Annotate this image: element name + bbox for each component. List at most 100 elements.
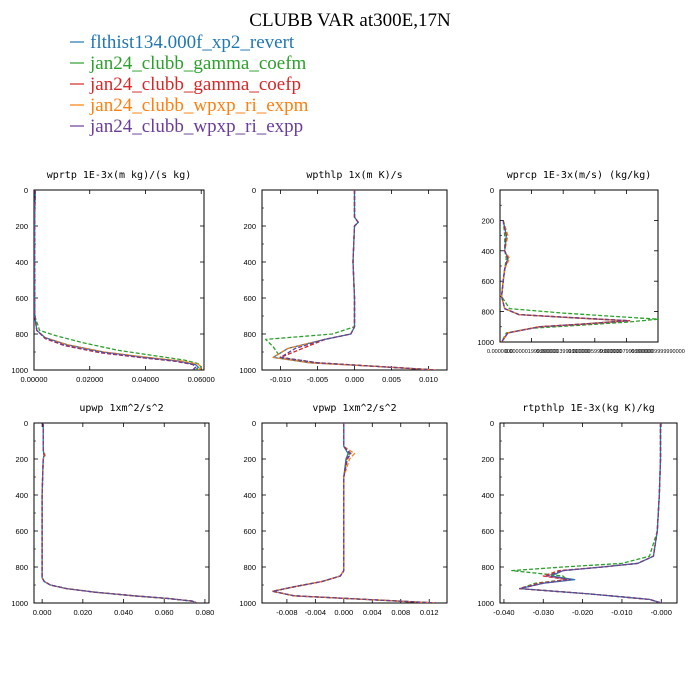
x-tick-label: 0.008 [391,608,410,617]
plot-frame [499,189,659,343]
plot-frame [499,422,678,604]
series-line [500,220,629,342]
y-tick-label: 400 [481,491,494,500]
figure-title: CLUBB VAR at300E,17N [249,10,451,31]
series-group [265,190,436,370]
series-line [279,190,436,370]
x-tick-label: -0.040 [493,608,514,617]
subplot-title: vpwp 1xm^2/s^2 [312,403,396,414]
series-group [272,423,437,603]
y-tick-label: 0 [490,419,494,428]
x-tick-label: 0.04000 [132,375,159,384]
series-line [41,423,198,603]
y-tick-label: 1000 [477,599,494,608]
series-line [265,190,436,370]
y-tick-label: 0 [490,186,494,195]
series-line [41,423,198,603]
series-line [41,423,198,603]
subplot-0: wprtp 1E-3x(m kg)/(s kg) 0 200 400 600 800 100… [11,170,214,384]
y-tick-label: 0 [24,419,28,428]
y-tick-label: 200 [243,222,256,231]
y-tick-label: 400 [15,258,28,267]
series-group [500,220,658,342]
y-tick-label: 0 [252,419,256,428]
plot-frame [33,189,205,371]
series-line [272,423,437,603]
y-tick-label: 200 [481,216,494,225]
y-tick-label: 600 [15,294,28,303]
subplot-title: upwp 1xm^2/s^2 [79,403,163,414]
y-tick-label: 800 [243,330,256,339]
x-tick-label: 0.000 [33,608,52,617]
x-tick-label: 0.0000009999990000 [631,349,685,355]
x-tick-label: 0.0000003999990000 [536,349,590,355]
x-tick-label: -0.004 [305,608,326,617]
x-tick-label: 0.00000 [20,375,47,384]
series-line [511,423,662,603]
x-tick-label: -0.000 [651,608,672,617]
y-tick-label: 400 [243,258,256,267]
y-tick-label: 600 [481,277,494,286]
series-line [519,423,662,603]
y-tick-label: 800 [15,330,28,339]
series-group [511,423,662,603]
x-tick-label: 0.020 [73,608,92,617]
subplot-5: rtpthlp 1E-3x(kg K)/kg02004006008001000-… [477,403,678,617]
y-tick-label: 1000 [477,338,494,347]
series-line [519,423,662,603]
series-group [41,423,198,603]
x-tick-label: 0.0000000 [487,349,513,355]
subplot-title: rtpthlp 1E-3x(kg K)/kg [522,403,654,414]
series-line [34,190,202,370]
series-line [272,423,437,603]
y-tick-label: 800 [481,563,494,572]
series-line [34,190,200,370]
series-line [272,190,436,370]
series-line [272,423,437,603]
y-tick-label: 0 [252,186,256,195]
subplot-3: upwp 1xm^2/s^2 0 200 400 600 800 1000 0.000 0.02… [11,403,214,617]
subplot-title: wpthlp 1x(m K)/s [306,170,402,181]
y-tick-label: 800 [481,308,494,317]
x-tick-label: 0.004 [363,608,382,617]
legend-label: jan24_clubb_gamma_coefp [89,74,301,95]
series-line [272,423,437,603]
y-tick-label: 0 [24,186,28,195]
x-tick-label: 0.005 [382,375,401,384]
x-tick-label: -0.010 [270,375,291,384]
y-tick-label: 600 [15,527,28,536]
x-tick-label: 0.0000001999990000 [505,349,559,355]
series-line [41,423,198,603]
subplot-4: vpwp 1xm^2/s^2 0 200 400 600 800 1000 -0.008 -0.… [239,403,448,617]
x-tick-label: 0.02000 [76,375,103,384]
x-tick-label: -0.005 [307,375,328,384]
series-line [41,423,198,603]
x-tick-label: 0.0000007999990000 [600,349,654,355]
legend-label: jan24_clubb_wpxp_ri_expp [89,116,303,137]
y-tick-label: 600 [243,294,256,303]
y-tick-label: 200 [243,455,256,464]
series-line [279,190,436,370]
x-tick-label: -0.010 [611,608,632,617]
plot-frame [261,422,448,604]
x-tick-label: 0.010 [419,375,438,384]
y-tick-label: 800 [15,563,28,572]
y-tick-label: 600 [243,527,256,536]
legend-label: jan24_clubb_wpxp_ri_expm [89,95,309,116]
y-tick-label: 1000 [11,599,28,608]
series-line [34,190,197,370]
x-tick-label: 0.060 [155,608,174,617]
x-tick-label: 0.080 [196,608,215,617]
y-tick-label: 400 [15,491,28,500]
x-tick-label: 0.000 [334,608,353,617]
series-line [34,190,197,370]
legend-label: jan24_clubb_gamma_coefm [89,53,307,74]
x-tick-label: 0.040 [114,608,133,617]
series-line [500,220,631,342]
x-tick-label: 0.012 [420,608,439,617]
x-tick-label: -0.008 [276,608,297,617]
y-tick-label: 1000 [11,366,28,375]
y-tick-label: 200 [481,455,494,464]
series-group [34,190,202,370]
